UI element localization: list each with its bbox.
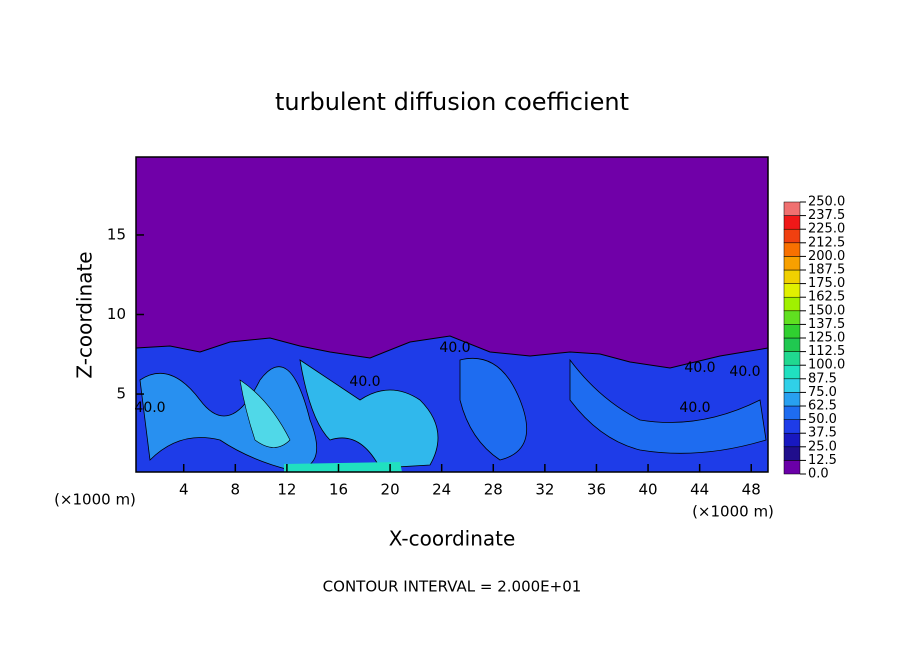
colorbar-label: 0.0 — [808, 467, 829, 482]
x-tick-label: 48 — [742, 481, 761, 499]
colorbar-box — [783, 269, 801, 284]
field-region — [299, 359, 439, 469]
y-tick-label: 5 — [116, 385, 126, 403]
colorbar-label: 125.0 — [808, 331, 845, 346]
x-tick-label: 12 — [277, 481, 296, 499]
colorbar-box — [783, 351, 801, 366]
colorbar-box — [783, 432, 801, 448]
colorbar-box — [783, 228, 801, 244]
colorbar-label: 50.0 — [808, 412, 837, 427]
colorbar-label: 237.5 — [808, 208, 845, 223]
colorbar-label: 137.5 — [808, 317, 845, 332]
colorbar-box — [783, 256, 801, 271]
x-tick-label: 44 — [690, 481, 709, 499]
x-unit: (×1000 m) — [692, 503, 774, 521]
colorbar-label: 162.5 — [808, 290, 845, 305]
colorbar-label: 150.0 — [808, 303, 845, 318]
contour-label: 40.0 — [679, 400, 710, 416]
contour-label: 40.0 — [134, 400, 165, 416]
x-tick-label: 28 — [484, 481, 503, 499]
colorbar-label: 25.0 — [808, 439, 837, 454]
colorbar-label: 200.0 — [808, 249, 845, 264]
colorbar-box — [783, 378, 801, 393]
colorbar-box — [783, 310, 801, 325]
colorbar-label: 62.5 — [808, 399, 837, 414]
field-region — [459, 358, 527, 461]
colorbar-box — [783, 419, 801, 434]
contour-label: 40.0 — [684, 360, 715, 376]
colorbar-label: 75.0 — [808, 385, 837, 400]
colorbar-box — [783, 324, 801, 339]
colorbar-label: 250.0 — [808, 195, 845, 210]
colorbar-label: 112.5 — [808, 344, 845, 359]
colorbar-label: 187.5 — [808, 263, 845, 278]
field-region — [569, 358, 767, 454]
colorbar-box — [783, 392, 801, 407]
colorbar-box — [783, 337, 801, 352]
x-tick-label: 24 — [432, 481, 451, 499]
x-tick-label: 40 — [639, 481, 658, 499]
x-tick-label: 36 — [587, 481, 606, 499]
colorbar-label: 12.5 — [808, 453, 837, 468]
colorbar-box — [783, 242, 801, 257]
y-tick-label: 15 — [107, 225, 126, 243]
colorbar-box — [783, 215, 801, 230]
x-tick-label: 32 — [535, 481, 554, 499]
x-tick-label: 8 — [231, 481, 241, 499]
x-axis-label: X-coordinate — [389, 527, 516, 551]
colorbar-label: 100.0 — [808, 358, 845, 373]
colorbar-box — [783, 296, 801, 312]
colorbar-label: 175.0 — [808, 276, 845, 291]
footnote: CONTOUR INTERVAL = 2.000E+01 — [323, 578, 582, 596]
contour-label: 40.0 — [729, 364, 760, 380]
colorbar-label: 212.5 — [808, 235, 845, 250]
colorbar-box — [783, 364, 801, 380]
colorbar-box — [783, 283, 801, 298]
colorbar-box — [783, 201, 801, 216]
colorbar-box — [783, 405, 801, 420]
field-region — [239, 379, 291, 448]
x-unit: (×1000 m) — [54, 491, 136, 509]
colorbar-label: 37.5 — [808, 426, 837, 441]
x-tick-label: 4 — [179, 481, 189, 499]
colorbar-label: 87.5 — [808, 371, 837, 386]
field-region — [284, 462, 402, 472]
x-tick-label: 20 — [381, 481, 400, 499]
y-axis-label: Z-coordinate — [73, 251, 97, 378]
contour-label: 40.0 — [349, 374, 380, 390]
x-tick-label: 16 — [329, 481, 348, 499]
colorbar-label: 225.0 — [808, 222, 845, 237]
chart-title: turbulent diffusion coefficient — [275, 88, 629, 116]
contour-label: 40.0 — [439, 340, 470, 356]
colorbar-box — [783, 446, 801, 461]
field — [135, 157, 769, 473]
colorbar-box — [783, 460, 801, 475]
y-tick-label: 10 — [107, 305, 126, 323]
